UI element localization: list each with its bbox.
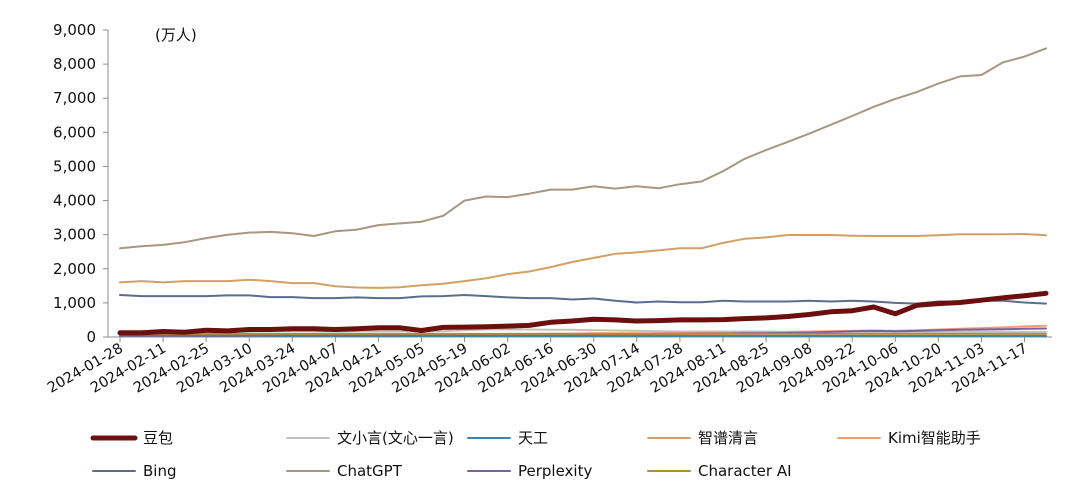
legend-item-4: Kimi智能助手 [837, 429, 981, 447]
y-tick-label: 9,000 [53, 21, 96, 39]
y-tick-label: 4,000 [53, 192, 96, 210]
unit-label: (万人) [155, 26, 197, 44]
series-layer [117, 47, 1049, 337]
legend-item-7: Perplexity [467, 462, 592, 480]
y-tick-label: 3,000 [53, 226, 96, 244]
legend-label: Character AI [698, 462, 792, 480]
x-axis-ticks: 2024-01-282024-02-112024-02-252024-03-10… [45, 337, 1030, 397]
y-tick-label: 5,000 [53, 157, 96, 175]
legend-item-8: Character AI [647, 462, 792, 480]
y-tick-label: 8,000 [53, 55, 96, 73]
legend-item-1: 文小言(文心一言) [286, 429, 454, 447]
series-line-6 [119, 47, 1047, 250]
legend-label: ChatGPT [337, 462, 403, 480]
legend-label: 智谱清言 [698, 429, 758, 447]
y-tick-label: 6,000 [53, 123, 96, 141]
legend-item-0: 豆包 [90, 429, 173, 447]
legend-item-3: 智谱清言 [647, 429, 758, 447]
y-axis-ticks: 0 1,000 2,000 3,000 4,000 5,000 6,000 7,000 8,00… [53, 21, 108, 346]
y-tick-label: 0 [86, 328, 96, 346]
legend-label: 天工 [518, 429, 548, 447]
y-tick-label: 1,000 [53, 294, 96, 312]
legend-label: 文小言(文心一言) [337, 429, 454, 447]
series-line-0 [117, 290, 1049, 336]
y-tick-label: 2,000 [53, 260, 96, 278]
legend-item-6: ChatGPT [286, 462, 403, 480]
series-line-5 [119, 294, 1047, 305]
legend-label: Kimi智能助手 [888, 429, 981, 447]
legend-label: 豆包 [143, 429, 173, 447]
series-line-3 [119, 233, 1047, 289]
legend-item-5: Bing [92, 462, 177, 480]
legend-label: Bing [143, 462, 177, 480]
y-tick-label: 7,000 [53, 89, 96, 107]
legend: 豆包 文小言(文心一言) 天工 智谱清言 Kimi智能助手 Bing ChatGPT Perp… [90, 429, 981, 480]
legend-label: Perplexity [518, 462, 592, 480]
legend-item-2: 天工 [467, 429, 548, 447]
